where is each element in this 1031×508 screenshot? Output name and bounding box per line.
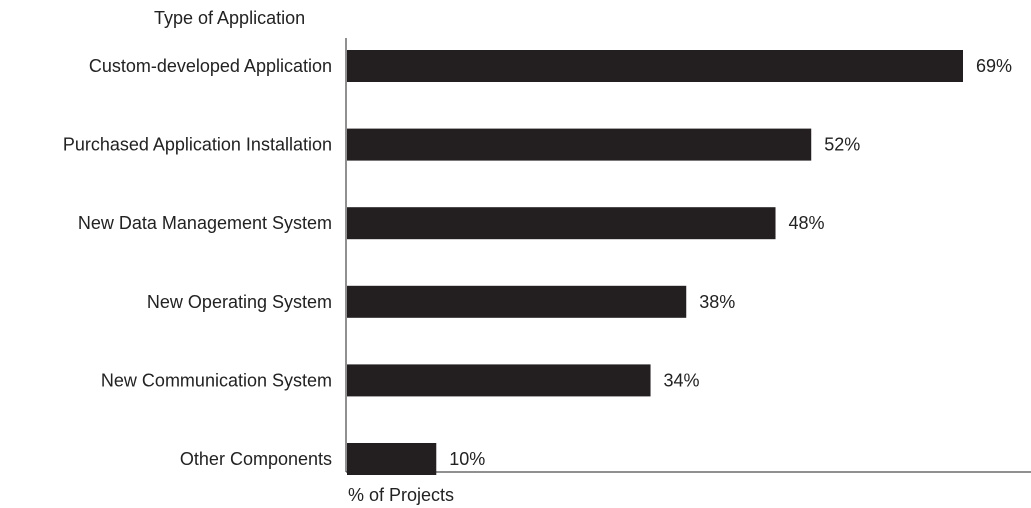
value-label: 10% <box>449 449 485 469</box>
value-label: 52% <box>824 135 860 155</box>
bar <box>347 364 651 397</box>
bar <box>347 128 812 161</box>
category-label: New Communication System <box>101 370 332 390</box>
bar <box>347 50 963 82</box>
category-label: Custom-developed Application <box>89 56 332 76</box>
value-label: 38% <box>699 292 735 312</box>
value-label: 34% <box>664 370 700 390</box>
category-label: New Data Management System <box>78 213 332 233</box>
bars-group: Custom-developed Application 69% Purchased… <box>63 50 1012 475</box>
category-label: Other Components <box>180 449 332 469</box>
bar <box>347 207 776 240</box>
x-axis-title: % of Projects <box>348 485 454 505</box>
bar <box>347 443 437 475</box>
value-label: 48% <box>789 213 825 233</box>
category-label: New Operating System <box>147 292 332 312</box>
category-label: Purchased Application Installation <box>63 135 332 155</box>
value-label: 69% <box>976 56 1012 76</box>
y-axis-title: Type of Application <box>154 8 305 28</box>
bar <box>347 285 687 318</box>
